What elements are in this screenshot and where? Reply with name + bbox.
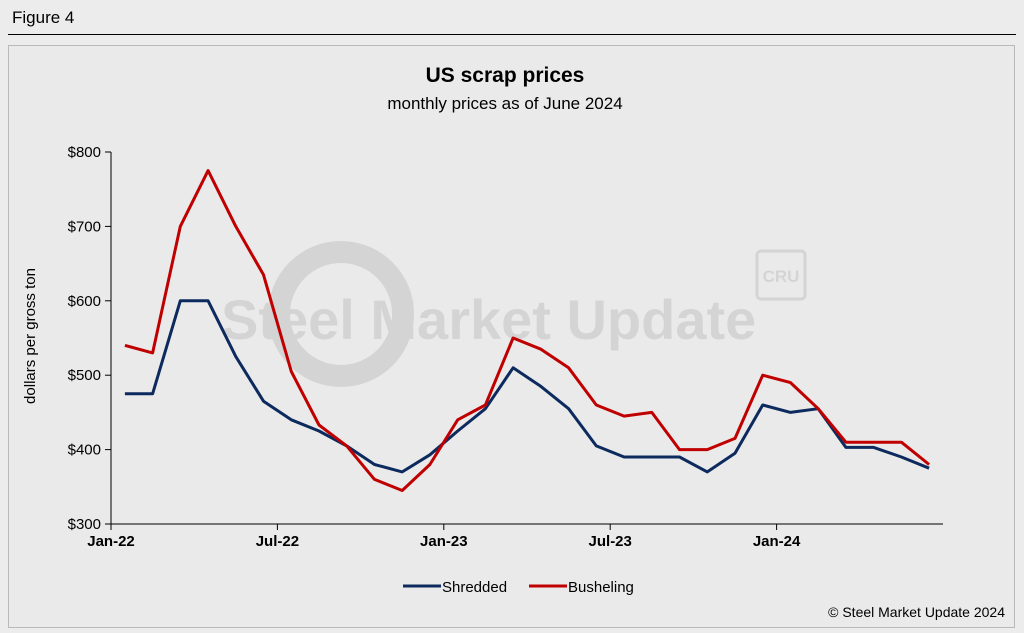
chart-title: US scrap prices	[426, 64, 585, 87]
x-tick-label: Jan-22	[87, 533, 135, 550]
chart-subtitle: monthly prices as of June 2024	[387, 94, 622, 113]
y-tick-label: $500	[68, 367, 101, 384]
figure-divider	[8, 34, 1016, 35]
y-tick-label: $600	[68, 293, 101, 310]
series-line-shredded	[124, 299, 930, 474]
figure-label: Figure 4	[12, 8, 75, 27]
legend-label-shredded: Shredded	[442, 579, 507, 596]
watermark-text: Steel Market Update	[221, 288, 756, 351]
legend: Shredded Busheling	[403, 579, 634, 596]
legend-label-busheling: Busheling	[568, 579, 634, 596]
y-tick-label: $800	[68, 144, 101, 161]
x-axis: Jan-22 Jul-22 Jan-23 Jul-23 Jan-24	[87, 523, 943, 550]
watermark-badge-text: CRU	[763, 267, 800, 286]
series-layer	[124, 169, 931, 492]
x-tick-label: Jul-22	[256, 533, 299, 550]
y-axis-label: dollars per gross ton	[22, 268, 39, 404]
x-tick-label: Jan-23	[420, 533, 468, 550]
y-tick-label: $700	[68, 218, 101, 235]
series-line-busheling	[124, 169, 931, 492]
y-tick-label: $400	[68, 442, 101, 459]
watermark: Steel Market Update CRU	[221, 241, 807, 387]
y-axis: $300 $400 $500 $600 $700 $800	[68, 144, 112, 533]
x-tick-label: Jul-23	[589, 533, 632, 550]
watermark-badge-icon	[755, 249, 807, 301]
watermark-logo-icon	[268, 241, 414, 387]
chart-panel: Steel Market Update CRU US scrap prices …	[8, 45, 1015, 628]
y-tick-label: $300	[68, 516, 101, 533]
line-chart: Steel Market Update CRU US scrap prices …	[22, 64, 1005, 620]
x-tick-label: Jan-24	[753, 533, 801, 550]
copyright-text: © Steel Market Update 2024	[828, 604, 1005, 620]
